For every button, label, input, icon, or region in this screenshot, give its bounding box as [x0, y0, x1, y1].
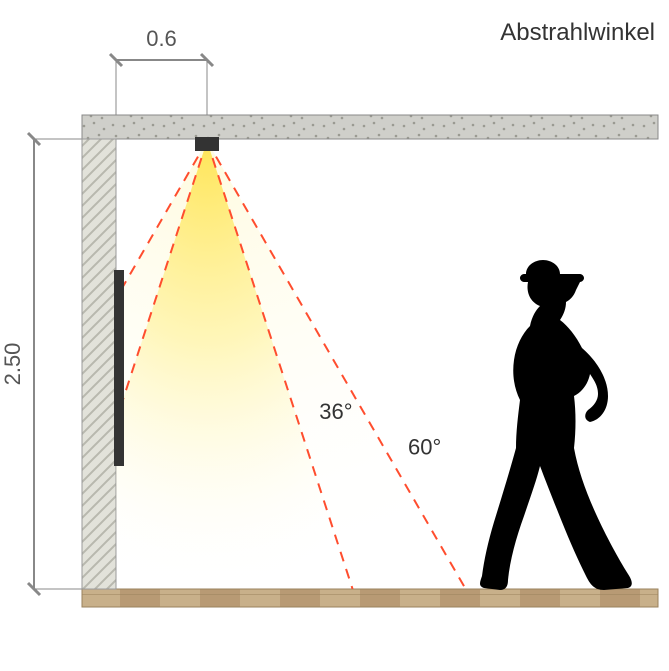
dim-top-label: 0.6	[146, 26, 177, 51]
angle-36-label: 36°	[319, 399, 352, 424]
human-figure	[480, 260, 632, 590]
spotlight-fixture	[195, 137, 219, 151]
diagram-title: Abstrahlwinkel	[500, 19, 655, 46]
angle-60-label: 60°	[408, 435, 441, 460]
artwork	[114, 270, 124, 466]
light-group	[0, 141, 466, 589]
wall	[82, 139, 116, 589]
ceiling	[82, 115, 658, 139]
dim-left-label: 2.50	[0, 343, 25, 386]
floor	[82, 589, 658, 607]
